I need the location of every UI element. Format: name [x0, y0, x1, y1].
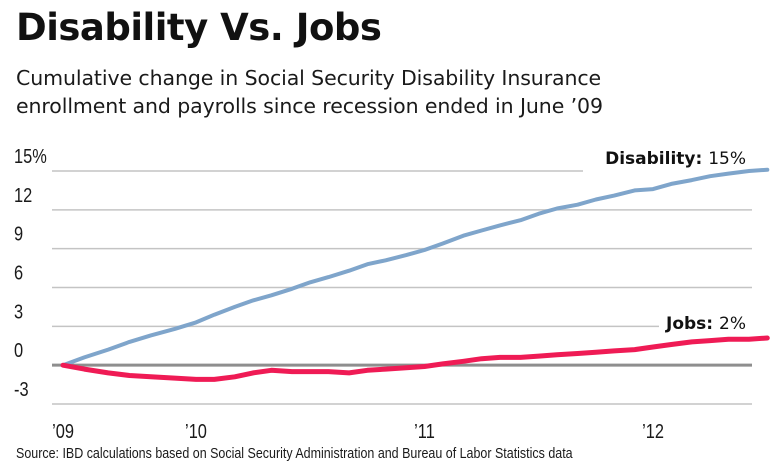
y-tick-label: 15% [14, 144, 47, 167]
x-tick-label: ’09 [52, 419, 74, 442]
series-label-value: 15% [708, 149, 746, 169]
y-tick-label: 6 [14, 261, 23, 284]
series-lines [60, 167, 770, 382]
x-tick-label: ’11 [414, 419, 435, 442]
gridlines [52, 170, 752, 405]
y-tick-label: 12 [14, 183, 32, 206]
x-axis-ticks: ’09 ’10 ’11 ’12 [52, 419, 664, 442]
y-tick-label: 0 [14, 339, 23, 362]
jobs-line [60, 335, 770, 382]
jobs-label: Jobs: 2% [665, 314, 746, 334]
y-tick-label: 3 [14, 300, 23, 323]
series-label-name: Jobs: [665, 314, 719, 334]
subtitle-line: enrollment and payrolls since recession … [16, 94, 603, 118]
y-tick-label: 9 [14, 222, 23, 245]
series-label-value: 2% [719, 314, 746, 334]
series-label-name: Disability: [605, 149, 708, 169]
y-tick-label: -3 [14, 377, 29, 400]
label-backing [659, 314, 752, 334]
disability-line [61, 167, 770, 368]
subtitle-line: Cumulative change in Social Security Dis… [16, 66, 602, 90]
chart-title: Disability Vs. Jobs [16, 6, 382, 49]
x-tick-label: ’12 [642, 419, 664, 442]
chart-subtitle: Cumulative change in Social Security Dis… [16, 64, 603, 120]
source-note: Source: IBD calculations based on Social… [16, 446, 573, 462]
y-axis-ticks: 15% 12 9 6 3 0 -3 [14, 144, 47, 400]
series-labels: Disability: 15% Jobs: 2% [605, 149, 752, 334]
disability-label: Disability: 15% [605, 149, 746, 169]
x-tick-label: ’10 [185, 419, 207, 442]
